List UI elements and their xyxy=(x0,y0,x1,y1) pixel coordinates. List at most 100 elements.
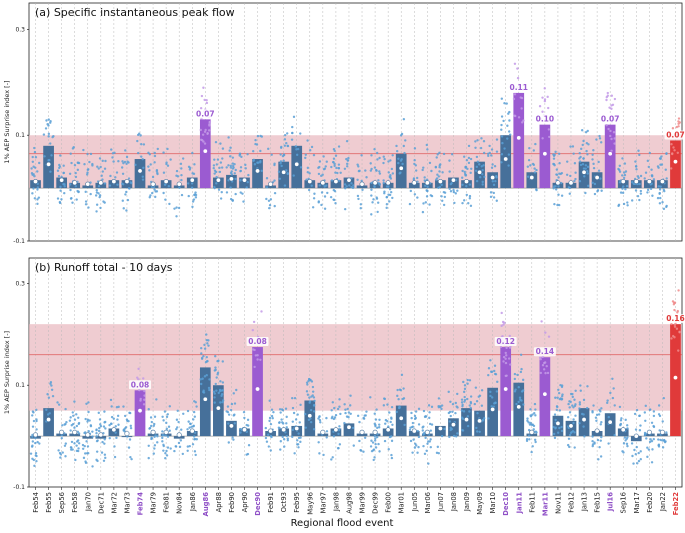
data-point xyxy=(91,465,94,468)
data-point xyxy=(285,434,288,438)
data-point xyxy=(278,177,282,180)
data-point xyxy=(656,165,660,168)
data-point xyxy=(520,390,524,393)
data-point xyxy=(388,435,392,439)
data-point xyxy=(478,430,481,433)
data-point xyxy=(100,451,104,454)
data-point xyxy=(527,434,531,437)
data-point xyxy=(83,163,86,166)
data-point xyxy=(215,389,218,392)
data-point xyxy=(56,197,60,200)
data-point xyxy=(532,163,536,167)
data-point xyxy=(245,453,248,456)
mean-marker xyxy=(137,168,143,174)
data-point xyxy=(206,342,209,345)
data-point xyxy=(578,403,582,406)
data-point xyxy=(124,426,128,429)
data-point xyxy=(251,348,255,351)
data-point xyxy=(678,330,681,334)
data-point xyxy=(188,444,191,448)
bar-a-jan98 xyxy=(330,180,342,189)
data-point xyxy=(116,418,119,421)
bar-a-feb95 xyxy=(291,145,303,189)
mean-marker xyxy=(150,181,156,187)
data-point xyxy=(479,146,483,150)
data-point xyxy=(247,173,250,177)
data-point xyxy=(468,404,471,407)
data-point xyxy=(479,176,482,179)
data-point xyxy=(535,168,538,172)
data-point xyxy=(259,358,262,361)
data-point xyxy=(143,398,146,401)
data-point xyxy=(489,370,493,373)
data-point xyxy=(293,396,297,400)
data-point xyxy=(212,164,216,167)
bar-a-jun07 xyxy=(435,180,446,189)
data-point xyxy=(42,133,46,136)
bar-b-nov84 xyxy=(173,436,185,439)
bar-b-aug86 xyxy=(199,367,211,437)
data-point xyxy=(534,142,537,146)
data-point xyxy=(521,121,524,124)
data-point xyxy=(147,408,150,411)
data-point xyxy=(482,151,486,155)
data-point xyxy=(579,163,583,167)
data-point xyxy=(166,435,170,438)
data-point xyxy=(568,433,572,437)
x-tick-label: Jun05 xyxy=(411,492,419,512)
data-point xyxy=(525,438,529,441)
data-point xyxy=(86,171,89,174)
data-point xyxy=(649,187,653,191)
data-point xyxy=(34,441,37,445)
data-point xyxy=(102,459,106,462)
mean-marker xyxy=(241,177,247,183)
data-point xyxy=(425,143,429,147)
data-point xyxy=(507,130,511,133)
data-point xyxy=(452,434,456,438)
data-point xyxy=(416,451,419,454)
data-point xyxy=(480,404,484,407)
data-point xyxy=(574,177,577,181)
data-point xyxy=(580,147,583,151)
data-point xyxy=(85,402,88,405)
data-point xyxy=(435,177,439,180)
data-point xyxy=(520,107,523,110)
data-point xyxy=(271,417,274,420)
data-point xyxy=(397,157,400,161)
data-point xyxy=(194,453,197,457)
x-tick-label: Nov84 xyxy=(176,492,184,514)
bar-b-dec99 xyxy=(369,433,381,437)
data-point xyxy=(281,421,284,424)
data-point xyxy=(70,196,73,200)
data-point xyxy=(391,154,394,157)
bar-b-jan11 xyxy=(513,382,525,437)
mean-marker xyxy=(620,427,626,433)
data-point xyxy=(612,387,615,390)
mean-marker xyxy=(581,417,587,423)
data-point xyxy=(606,399,609,402)
data-point xyxy=(339,171,342,174)
data-label-bg xyxy=(246,337,269,347)
bar-b-jan13 xyxy=(578,408,590,437)
data-point xyxy=(153,447,156,450)
data-point xyxy=(448,420,452,423)
data-point xyxy=(438,166,441,169)
data-point xyxy=(675,125,678,129)
data-point xyxy=(437,405,440,408)
data-point xyxy=(195,405,198,408)
data-point xyxy=(539,371,543,375)
data-point xyxy=(476,139,479,142)
data-point xyxy=(408,202,412,206)
data-point xyxy=(648,440,652,444)
data-point xyxy=(475,179,479,183)
mean-marker xyxy=(594,175,600,181)
data-point xyxy=(304,412,307,416)
data-point xyxy=(73,418,77,421)
data-point xyxy=(73,426,76,429)
data-point xyxy=(443,195,447,199)
data-point xyxy=(334,171,337,174)
data-point xyxy=(34,452,38,455)
data-point xyxy=(97,411,100,415)
data-point xyxy=(600,189,603,192)
data-point xyxy=(180,167,183,170)
